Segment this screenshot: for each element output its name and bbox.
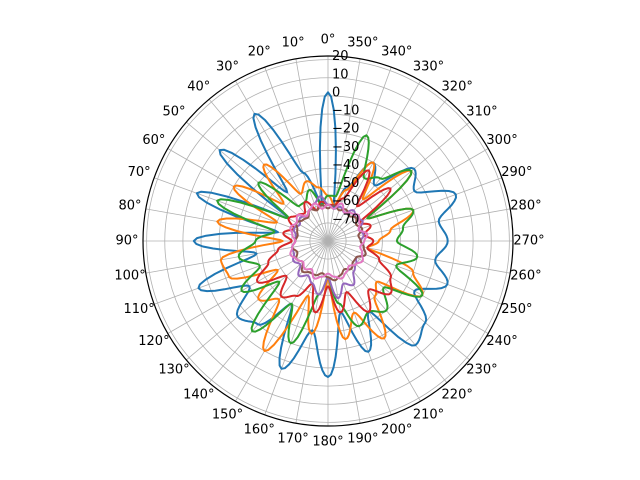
angle-tick-label: 80° — [119, 199, 142, 214]
angle-tick-label: 220° — [442, 387, 473, 402]
angular-grid-line — [327, 80, 421, 242]
angle-tick-label: 230° — [466, 363, 497, 378]
angle-tick-label: 210° — [413, 408, 444, 423]
series-line-2 — [216, 161, 424, 352]
angular-grid-line — [186, 240, 329, 361]
angle-tick-label: 260° — [510, 268, 541, 283]
radial-tick-label: 20 — [332, 49, 349, 64]
angle-tick-label: 90° — [115, 234, 138, 249]
angular-grid-line — [208, 240, 329, 383]
angle-tick-label: 20° — [248, 45, 271, 60]
tick-labels: 0° 10° 20° 30° 40°50° 60° 70° 80° 90° 100° 110° 120… — [114, 33, 544, 450]
angular-grid-line — [327, 58, 361, 242]
angular-grid-line — [264, 67, 329, 242]
angular-grid-line — [295, 58, 329, 242]
angle-tick-label: 310° — [466, 104, 497, 119]
angle-tick-label: 70° — [128, 165, 151, 180]
radial-tick-label: −20 — [332, 122, 359, 137]
angle-tick-label: 40° — [187, 80, 210, 95]
angular-grid-line — [186, 121, 329, 242]
angle-tick-label: 10° — [282, 36, 305, 51]
angle-tick-label: 130° — [158, 363, 189, 378]
angular-grid-line — [327, 99, 448, 242]
angular-grid-line — [327, 177, 502, 242]
angular-grid-line — [264, 240, 329, 415]
angle-tick-label: 330° — [413, 59, 444, 74]
angle-tick-label: 160° — [244, 422, 275, 437]
angle-tick-label: 200° — [381, 422, 412, 437]
angular-grid-line — [327, 148, 489, 242]
angle-tick-label: 0° — [321, 33, 336, 48]
angular-grid-line — [167, 240, 329, 334]
angle-tick-label: 170° — [277, 431, 308, 446]
series-layer — [192, 91, 457, 378]
radial-tick-label: −70 — [332, 212, 359, 227]
angular-grid-line — [235, 240, 329, 402]
angular-grid-line — [327, 240, 361, 424]
radial-tick-label: −50 — [332, 176, 359, 191]
angular-grid-line — [327, 121, 470, 242]
angular-grid-line — [327, 240, 502, 305]
angle-tick-label: 110° — [123, 302, 154, 317]
angular-grid-line — [327, 240, 511, 274]
angular-grid-line — [327, 240, 448, 383]
angle-tick-label: 180° — [312, 435, 343, 450]
radial-tick-label: 0 — [332, 85, 340, 100]
angle-tick-label: 140° — [183, 387, 214, 402]
angle-tick-label: 120° — [138, 334, 169, 349]
angle-tick-label: 270° — [513, 234, 544, 249]
radial-tick-label: −40 — [332, 158, 359, 173]
angle-tick-label: 150° — [212, 408, 243, 423]
angular-grid-line — [327, 240, 421, 402]
angle-tick-label: 290° — [501, 165, 532, 180]
series-line-7 — [289, 202, 369, 280]
angle-tick-label: 50° — [163, 104, 186, 119]
polar-frame — [142, 55, 514, 427]
angular-grid-line — [327, 240, 470, 361]
angle-tick-label: 250° — [501, 302, 532, 317]
angle-tick-label: 350° — [347, 36, 378, 51]
angular-grid-line — [154, 177, 329, 242]
angle-tick-label: 190° — [347, 431, 378, 446]
angular-grid-line — [154, 240, 329, 305]
angular-grid-line — [295, 240, 329, 424]
radial-tick-label: −30 — [332, 140, 359, 155]
angle-tick-label: 60° — [142, 133, 165, 148]
radial-tick-label: −10 — [332, 104, 359, 119]
radial-tick-label: −60 — [332, 194, 359, 209]
angle-tick-label: 340° — [381, 45, 412, 60]
angle-tick-label: 100° — [114, 268, 145, 283]
angular-grid-line — [235, 80, 329, 242]
angle-tick-label: 240° — [486, 334, 517, 349]
angular-grid-line — [167, 148, 329, 242]
polar-grid — [142, 55, 514, 427]
angular-grid-line — [327, 240, 489, 334]
angle-tick-label: 300° — [486, 133, 517, 148]
angular-grid-line — [327, 240, 392, 415]
angular-grid-line — [145, 240, 329, 274]
radial-tick-label: 10 — [332, 67, 349, 82]
angular-grid-line — [327, 67, 392, 242]
angle-tick-label: 30° — [216, 59, 239, 74]
angle-tick-label: 320° — [442, 80, 473, 95]
angle-tick-label: 280° — [510, 199, 541, 214]
